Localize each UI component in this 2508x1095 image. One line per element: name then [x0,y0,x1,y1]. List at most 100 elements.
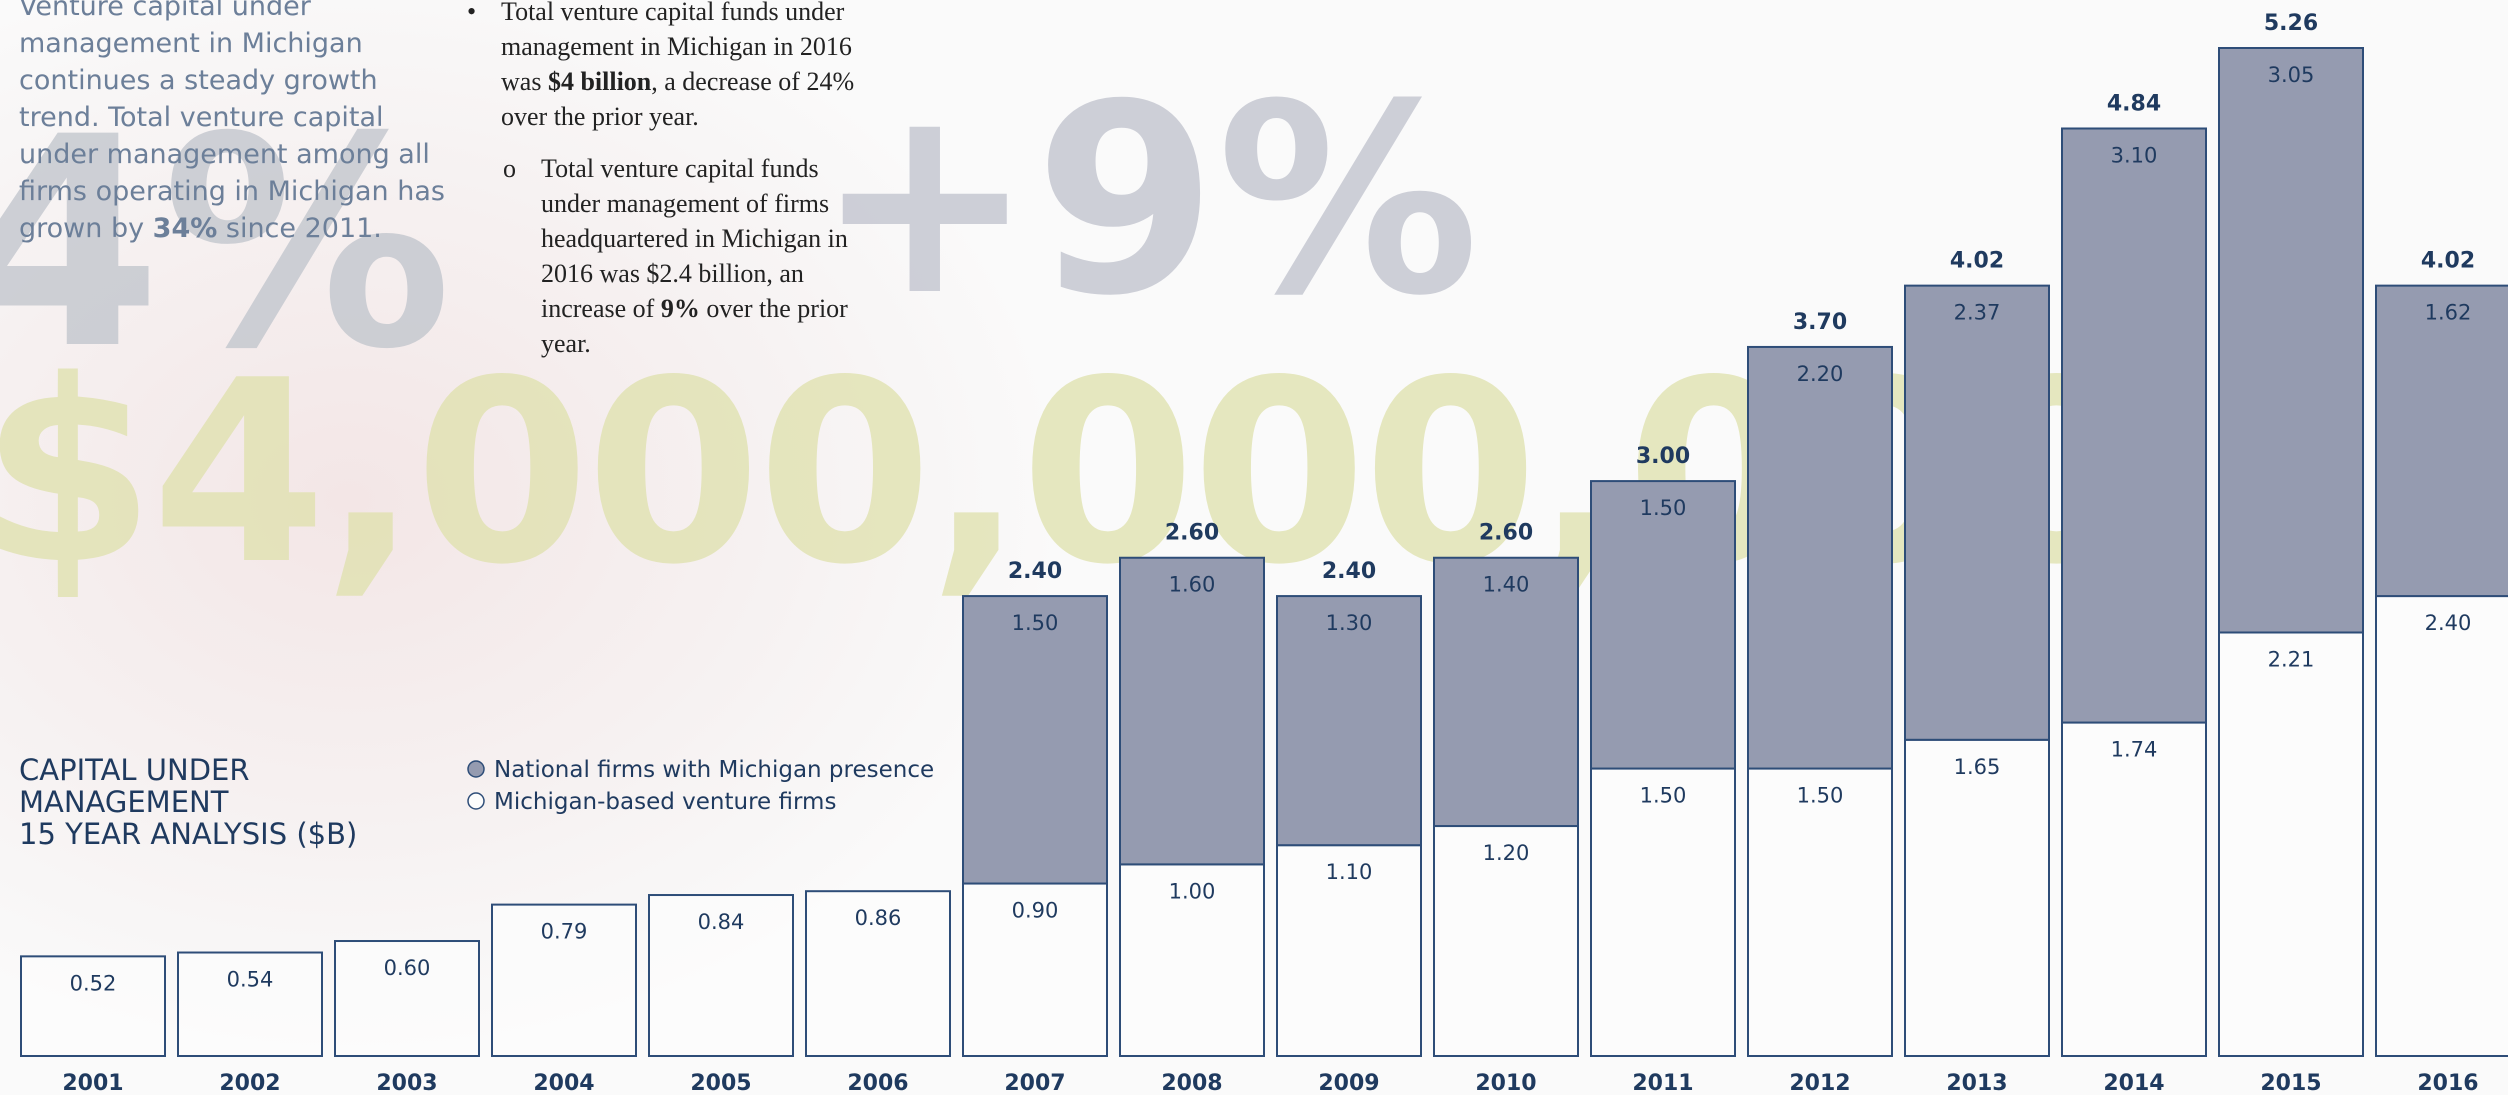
total-label: 2.60 [1479,521,1533,546]
x-tick-label: 2003 [376,1071,437,1095]
value-label: 2.20 [1797,362,1844,386]
x-tick-label: 2001 [62,1071,123,1095]
value-label: 1.74 [2111,738,2158,762]
bar-segment [1904,284,2050,741]
bar-segment [2061,127,2207,724]
bar-segment [962,595,1108,885]
bar-segment [1904,738,2050,1058]
bullet-bold: 9% [660,294,700,323]
bar-segment [2375,284,2508,598]
bar-segment [1433,556,1579,828]
value-label: 1.50 [1640,784,1687,808]
intro-part: since 2011. [217,213,382,244]
total-label: 4.84 [2107,91,2161,116]
x-tick-label: 2011 [1632,1071,1693,1095]
value-label: 0.54 [227,968,274,992]
bullet-text: Total venture capital funds under manage… [541,154,848,323]
value-label: 1.50 [1640,496,1687,520]
bar-segment [20,955,166,1057]
intro-part: Venture capital under management in Mich… [19,0,445,244]
value-label: 1.30 [1326,611,1373,635]
value-label: 1.50 [1012,611,1059,635]
bar-segment [1119,556,1265,866]
total-label: 4.02 [1950,249,2004,274]
x-tick-label: 2007 [1004,1071,1065,1095]
x-tick-label: 2008 [1161,1071,1222,1095]
background-growth: +9% [815,48,1480,353]
bar-segment [1276,844,1422,1058]
total-label: 5.26 [2264,11,2318,36]
bar-segment [1276,595,1422,847]
x-tick-label: 2005 [690,1071,751,1095]
bar-segment [2061,721,2207,1057]
bullet-text: over the prior year. [541,294,848,358]
chart-subtitle: 15 YEAR ANALYSIS ($B) [19,817,358,851]
bar-segment [648,894,794,1057]
value-label: 0.60 [384,956,431,980]
value-label: 1.65 [1954,755,2001,779]
x-tick-label: 2004 [533,1071,594,1095]
value-label: 2.40 [2425,611,2472,635]
chart-title: CAPITAL UNDER MANAGEMENT [19,753,250,819]
x-tick-label: 2009 [1318,1071,1379,1095]
value-label: 0.84 [698,910,745,934]
bullet-marker: • [467,0,477,26]
total-label: 4.02 [2421,249,2475,274]
value-label: 1.62 [2425,301,2472,325]
bar-segment [1747,767,1893,1058]
bar-segment [177,951,323,1057]
value-label: 0.79 [541,920,588,944]
value-label: 0.52 [70,971,117,995]
value-label: 0.86 [855,906,902,930]
value-label: 0.90 [1012,899,1059,923]
x-tick-label: 2013 [1946,1071,2007,1095]
intro-text: Venture capital under management in Mich… [19,0,449,247]
legend-label: Michigan-based venture firms [494,789,836,815]
bullet-marker: o [503,154,516,183]
x-tick-label: 2012 [1789,1071,1850,1095]
bar-segment [491,903,637,1057]
value-label: 3.05 [2268,63,2315,87]
bullet: • Total venture capital funds under manag… [467,0,886,134]
value-label: 3.10 [2111,143,2158,167]
x-tick-label: 2010 [1475,1071,1536,1095]
bar-segment [1590,767,1736,1058]
intro-bold: 34% [152,213,218,244]
bar-segment [1590,480,1736,770]
x-tick-label: 2015 [2260,1071,2321,1095]
total-label: 3.70 [1793,310,1847,335]
bullet-text: , a decrease of 24% over the prior year. [501,67,855,131]
value-label: 2.37 [1954,301,2001,325]
value-label: 1.00 [1169,879,1216,903]
x-tick-label: 2002 [219,1071,280,1095]
bullet-bold: $4 billion [547,67,652,96]
x-tick-label: 2016 [2417,1071,2478,1095]
value-label: 1.60 [1169,573,1216,597]
legend-label: National firms with Michigan presence [494,757,934,783]
total-label: 2.40 [1008,559,1062,584]
total-label: 3.00 [1636,444,1690,469]
background-percent: 4% [0,76,453,413]
value-label: 1.10 [1326,860,1373,884]
total-label: 2.60 [1165,521,1219,546]
bar-segment [962,882,1108,1057]
bar-segment [334,940,480,1057]
x-tick-label: 2006 [847,1071,908,1095]
value-label: 1.50 [1797,784,1844,808]
value-label: 1.20 [1483,841,1530,865]
bar-segment [2218,631,2364,1057]
bullet-text: Total venture capital funds under manage… [501,0,852,96]
bar-segment [2375,595,2508,1057]
bar-segment [805,890,951,1057]
value-label: 1.40 [1483,573,1530,597]
legend-marker [467,760,485,778]
value-label: 2.21 [2268,647,2315,671]
bar-segment [2218,47,2364,634]
x-tick-label: 2014 [2103,1071,2164,1095]
legend-marker [467,792,485,810]
total-label: 2.40 [1322,559,1376,584]
bar-segment [1433,825,1579,1057]
bar-segment [1119,863,1265,1057]
